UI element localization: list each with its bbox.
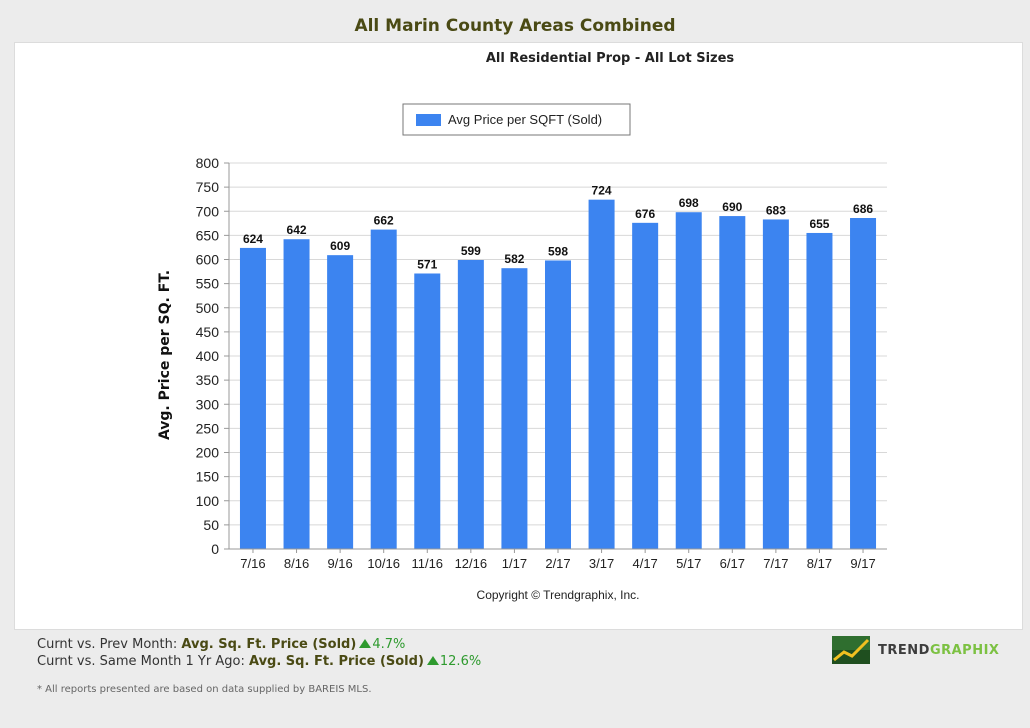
- x-tick-label: 1/17: [502, 556, 527, 571]
- y-tick-label: 200: [196, 445, 220, 461]
- x-tick-label: 9/17: [850, 556, 875, 571]
- y-tick-label: 600: [196, 252, 220, 268]
- y-tick-label: 400: [196, 348, 220, 364]
- up-arrow-icon: [359, 639, 372, 648]
- y-tick-label: 500: [196, 300, 220, 316]
- bar: [283, 239, 310, 550]
- bar: [675, 212, 702, 549]
- data-source-note: * All reports presented are based on dat…: [37, 684, 372, 695]
- copyright-text: Copyright © Trendgraphix, Inc.: [477, 588, 640, 602]
- x-tick-label: 8/17: [807, 556, 832, 571]
- bar-value-label: 724: [592, 184, 612, 198]
- x-tick-label: 7/17: [763, 556, 788, 571]
- trend-chart-logo-icon: [832, 636, 870, 664]
- footer-line-year-ago: Curnt vs. Same Month 1 Yr Ago: Avg. Sq. …: [37, 654, 481, 669]
- footer-line-prev-month: Curnt vs. Prev Month: Avg. Sq. Ft. Price…: [37, 637, 405, 652]
- y-tick-label: 650: [196, 227, 220, 243]
- bar: [239, 247, 266, 550]
- bar-value-label: 624: [243, 232, 263, 246]
- y-tick-label: 250: [196, 420, 220, 436]
- bars: [239, 199, 877, 550]
- logo-wordmark: TRENDGRAPHIX: [878, 643, 1000, 658]
- x-tick-label: 3/17: [589, 556, 614, 571]
- footer-metric: Avg. Sq. Ft. Price (Sold): [181, 637, 357, 652]
- y-tick-label: 800: [196, 155, 220, 171]
- y-tick-label: 0: [211, 541, 219, 557]
- x-tick-label: 8/16: [284, 556, 309, 571]
- bar-value-label: 598: [548, 244, 568, 258]
- up-arrow-icon: [426, 656, 439, 665]
- bar-value-label: 662: [374, 214, 394, 228]
- bar: [457, 259, 484, 549]
- bar-value-label: 655: [809, 217, 829, 231]
- page-title: All Marin County Areas Combined: [354, 16, 676, 36]
- bar: [632, 222, 659, 549]
- y-tick-label: 700: [196, 203, 220, 219]
- x-tick-label: 11/16: [411, 556, 443, 571]
- y-tick-label: 50: [203, 517, 219, 533]
- bar-value-label: 676: [635, 207, 655, 221]
- x-tick-label: 4/17: [632, 556, 657, 571]
- footer-percent: 12.6%: [439, 654, 482, 669]
- bar: [414, 273, 441, 549]
- x-tick-label: 9/16: [327, 556, 352, 571]
- legend: Avg Price per SQFT (Sold): [402, 103, 631, 136]
- bar: [501, 268, 528, 549]
- bar: [588, 199, 615, 550]
- y-tick-label: 450: [196, 324, 220, 340]
- axes: 0 50 100 150 200 250 300 350 400 450 500 550 600 650 7…: [196, 155, 887, 571]
- bar-value-label: 609: [330, 239, 350, 253]
- data-labels: 624 642 609 662 571 599 582 598 724 676 698 690 683 6…: [243, 184, 873, 272]
- x-tick-label: 7/16: [240, 556, 265, 571]
- bar-value-label: 698: [679, 196, 699, 210]
- y-tick-label: 300: [196, 396, 220, 412]
- x-tick-label: 10/16: [367, 556, 400, 571]
- bar: [806, 232, 833, 549]
- bar-value-label: 686: [853, 202, 873, 216]
- x-tick-label: 12/16: [455, 556, 488, 571]
- x-tick-label: 2/17: [545, 556, 570, 571]
- x-tick-label: 5/17: [676, 556, 701, 571]
- bar: [762, 219, 789, 549]
- bar-value-label: 642: [287, 223, 307, 237]
- bar-value-label: 599: [461, 244, 481, 258]
- x-tick-label: 6/17: [720, 556, 745, 571]
- y-tick-label: 750: [196, 179, 220, 195]
- bar-value-label: 683: [766, 203, 786, 217]
- bar: [719, 216, 746, 549]
- chart-subtitle: All Residential Prop - All Lot Sizes: [485, 51, 735, 66]
- bar: [370, 229, 397, 549]
- y-tick-label: 100: [196, 493, 220, 509]
- bar: [545, 260, 571, 549]
- footer-percent: 4.7%: [372, 637, 406, 652]
- y-axis-title: Avg. Price per SQ. FT.: [157, 270, 173, 440]
- y-tick-label: 550: [196, 276, 220, 292]
- legend-swatch: [416, 114, 441, 126]
- bar-value-label: 571: [417, 257, 437, 271]
- bar: [850, 218, 877, 549]
- footer-prefix: Curnt vs. Prev Month:: [37, 637, 182, 652]
- footer-prefix: Curnt vs. Same Month 1 Yr Ago:: [37, 654, 249, 669]
- trendgraphix-logo: TRENDGRAPHIX: [830, 634, 1000, 666]
- y-tick-label: 150: [196, 469, 220, 485]
- bar-value-label: 582: [504, 252, 524, 266]
- bar: [327, 255, 354, 549]
- y-tick-label: 350: [196, 372, 220, 388]
- legend-label: Avg Price per SQFT (Sold): [448, 112, 602, 127]
- footer-metric: Avg. Sq. Ft. Price (Sold): [248, 654, 424, 669]
- bar-value-label: 690: [722, 200, 742, 214]
